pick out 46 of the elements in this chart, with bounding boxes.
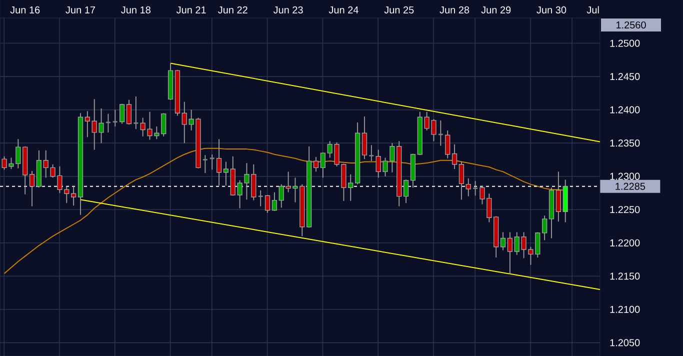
candlestick <box>507 232 513 275</box>
y-tick-label: 1.2500 <box>610 40 640 47</box>
candlestick <box>264 194 270 214</box>
x-tick-label: Jun 29 <box>481 6 511 14</box>
candlestick <box>362 116 368 160</box>
y-tick-label: 1.2400 <box>610 106 640 114</box>
x-tick-label: Jun 23 <box>273 6 303 14</box>
candlestick <box>452 144 458 170</box>
x-tick-label: Jun 17 <box>66 6 96 14</box>
y-tick-label: 1.2150 <box>610 272 640 280</box>
candlestick <box>126 99 132 125</box>
candlestick <box>216 138 222 186</box>
candlestick <box>542 215 548 241</box>
y-tick-label: 1.2050 <box>610 339 640 346</box>
candlestick <box>320 152 326 178</box>
y-tick-label: 1.2350 <box>610 140 640 147</box>
y-tick-label: 1.2200 <box>610 239 640 246</box>
candlestick <box>84 110 90 138</box>
candlestick <box>272 192 278 212</box>
y-tick-label: 1.2450 <box>610 73 640 80</box>
candlestick <box>182 101 187 144</box>
candlestick <box>223 161 229 186</box>
candlestick <box>445 130 450 159</box>
candlestick <box>556 171 561 222</box>
ref-line-label: 1.2285 <box>616 182 646 190</box>
candlestick <box>466 178 471 197</box>
candlestick <box>119 103 125 124</box>
y-tick-label: 1.2250 <box>610 206 640 214</box>
y-tick-label: 1.2100 <box>610 306 640 313</box>
y-tick-label: 1.2300 <box>610 172 640 180</box>
candlestick <box>29 170 35 207</box>
x-tick-label: Jun 24 <box>328 6 358 14</box>
x-tick-label: Jul <box>586 6 599 14</box>
candlestick <box>500 232 506 251</box>
x-tick-label: Jun 22 <box>218 6 248 14</box>
candlestick <box>458 161 464 200</box>
x-tick-label: Jun 21 <box>176 6 206 14</box>
candlestick <box>313 156 319 172</box>
candlestick <box>71 186 76 206</box>
x-tick-label: Jun 30 <box>536 6 566 14</box>
text: 1.2560 <box>616 21 646 29</box>
x-tick-label: Jun 18 <box>121 6 150 14</box>
x-tick-label: Jun 25 <box>384 6 414 14</box>
candlestick <box>403 179 409 204</box>
x-tick-label: Jun 16 <box>10 6 40 14</box>
x-tick-label: Jun 28 <box>440 6 470 14</box>
